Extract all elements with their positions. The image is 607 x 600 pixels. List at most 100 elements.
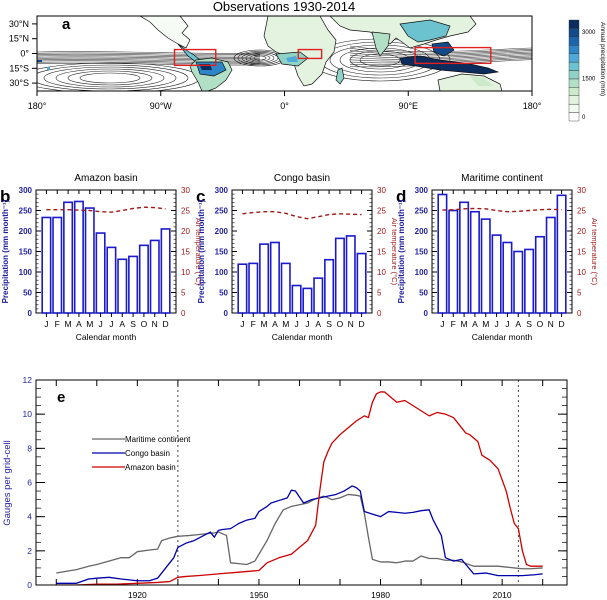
panel-label-d: d	[396, 187, 406, 206]
bar	[248, 262, 259, 314]
panel-label-c: c	[196, 187, 205, 206]
contour-line	[249, 54, 271, 62]
bar-ytick-label: 250	[19, 207, 33, 216]
contour-line	[37, 55, 261, 58]
bar-xtick-label: F	[251, 319, 256, 329]
bar-xtick-label: A	[515, 319, 521, 329]
bar-y2tick-label: 15	[577, 248, 586, 257]
bar-y2tick-label: 0	[377, 309, 382, 318]
line-ytick-label: 4	[27, 512, 32, 522]
bar-ylabel: Precipitation (mm month⁻¹)	[397, 199, 406, 303]
bar-xlabel: Calendar month	[472, 332, 533, 342]
bar	[52, 216, 63, 314]
line-ylabel: Gauges per grid-cell	[2, 440, 13, 526]
bar	[313, 277, 324, 314]
bar	[269, 241, 280, 314]
bar-xtick-label: A	[76, 319, 82, 329]
map-xtick-label: 180°	[28, 101, 47, 111]
contour-lines	[37, 38, 532, 91]
contour-line	[37, 57, 261, 61]
colorbar-box	[568, 36, 580, 46]
bar-y2tick-label: 25	[181, 207, 190, 216]
bar-xtick-label: J	[494, 319, 498, 329]
bar-xtick-label: F	[55, 319, 60, 329]
bar-xtick-label: J	[305, 319, 309, 329]
bar-ytick-label: 300	[19, 186, 33, 195]
region-box	[414, 46, 492, 65]
bar-ytick-label: 250	[215, 207, 229, 216]
bar	[84, 207, 95, 314]
colorbar: 3000 1500 0	[568, 19, 596, 122]
panel-c: Congo basin c 0 50 100 150 200 250 300 0 5 10 15 20 25…	[196, 173, 399, 342]
bar	[524, 248, 535, 314]
colorbar-tick-label: 1500	[582, 76, 596, 82]
map-xtick-label: 90°W	[150, 101, 173, 111]
bar	[106, 246, 117, 314]
legend: Maritime continent Congo basin Amazon basi…	[92, 435, 191, 472]
bar-xtick-label: A	[272, 319, 278, 329]
map-ytick-label: 30°S	[9, 78, 29, 88]
region-boxes	[173, 46, 492, 67]
panel-b: Amazon basin b 0 50 100 150 200 250 300 0 5 10 15 20 2…	[0, 173, 203, 342]
colorbar-box	[568, 112, 580, 122]
bar-xtick-label: S	[326, 319, 332, 329]
legend-label: Maritime continent	[125, 435, 191, 444]
bar-xtick-label: M	[282, 319, 289, 329]
bar-xtick-label: M	[65, 319, 72, 329]
contour-line	[349, 54, 532, 60]
bar-y2tick-label: 10	[577, 268, 586, 277]
line-frame	[35, 379, 568, 586]
colorbar-label: Annual precipitation (mm)	[599, 22, 606, 96]
panel-label-b: b	[0, 187, 10, 206]
bar-xlabel: Calendar month	[76, 332, 137, 342]
colorbar-box	[568, 103, 580, 113]
map-ytick-label: 15°N	[9, 34, 29, 44]
bar-ytick-label: 150	[415, 248, 429, 257]
bar-xtick-label: N	[152, 319, 158, 329]
bar-ylabel: Precipitation (mm month⁻¹)	[197, 199, 206, 303]
bar-ytick-label: 200	[19, 227, 33, 236]
bar-y2tick-label: 30	[377, 186, 386, 195]
bar	[280, 262, 291, 314]
colorbar-box	[568, 45, 580, 54]
bar-y2tick-label: 20	[377, 227, 386, 236]
contour-line	[37, 56, 261, 59]
bar-xtick-label: A	[315, 319, 321, 329]
bar-y2label: Air temperature (°C)	[390, 218, 399, 286]
line-ytick-label: 8	[27, 443, 32, 453]
bar-xtick-label: J	[44, 319, 48, 329]
bar-xtick-label: J	[440, 319, 444, 329]
bar	[160, 228, 171, 314]
line-ytick-label: 0	[27, 580, 32, 590]
bar-y2tick-label: 0	[577, 309, 582, 318]
bar	[469, 210, 480, 314]
bar-xtick-label: O	[141, 319, 148, 329]
colorbar-box	[568, 19, 580, 29]
bar	[41, 216, 52, 314]
bar-ytick-label: 50	[219, 289, 228, 298]
bar-xtick-label: J	[109, 319, 113, 329]
contour-line	[349, 55, 532, 62]
bar	[491, 234, 502, 314]
series-line	[56, 391, 543, 585]
colorbar-tick-label: 0	[582, 115, 586, 121]
land-maritime	[399, 55, 500, 75]
bar	[302, 287, 313, 314]
bar	[128, 255, 139, 314]
bar	[345, 235, 356, 314]
bar-y2tick-label: 5	[377, 289, 382, 298]
land-madagascar	[335, 67, 345, 85]
bar-xtick-label: J	[98, 319, 102, 329]
bar-xtick-label: J	[294, 319, 298, 329]
bar-xtick-label: D	[559, 319, 565, 329]
bar-xtick-label: D	[163, 319, 169, 329]
line-series	[56, 391, 543, 585]
bar	[149, 239, 160, 314]
colorbar-box	[568, 87, 580, 96]
bar	[459, 201, 470, 314]
bar-ytick-label: 100	[215, 268, 229, 277]
legend-label: Congo basin	[125, 449, 170, 458]
contour-line	[37, 59, 261, 62]
bar	[237, 263, 248, 314]
contour-line	[245, 53, 275, 63]
